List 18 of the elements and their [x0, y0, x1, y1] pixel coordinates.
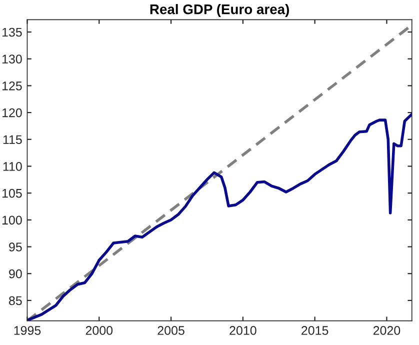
y-tick-label: 100 — [2, 216, 22, 225]
y-tick-label: 130 — [2, 54, 22, 64]
x-tick-label: 2015 — [302, 326, 328, 335]
y-tick-label: 85 — [9, 296, 22, 306]
chart-title: Real GDP (Euro area) — [150, 4, 289, 17]
y-tick-label: 135 — [2, 28, 22, 37]
x-tick-label: 1995 — [14, 326, 41, 335]
x-tick-label: 2000 — [86, 326, 113, 335]
y-tick-label: 115 — [3, 135, 22, 144]
y-tick-label: 105 — [2, 188, 22, 198]
y-tick-label: 110 — [3, 162, 22, 171]
y-tick-label: 95 — [9, 242, 22, 252]
y-tick-label: 120 — [2, 108, 22, 118]
x-tick-label: 2005 — [158, 326, 184, 335]
y-tick-label: 125 — [2, 82, 22, 90]
x-tick-label: 2020 — [373, 326, 400, 335]
y-tick-label: 90 — [9, 269, 22, 278]
x-tick-label: 2010 — [230, 326, 256, 335]
